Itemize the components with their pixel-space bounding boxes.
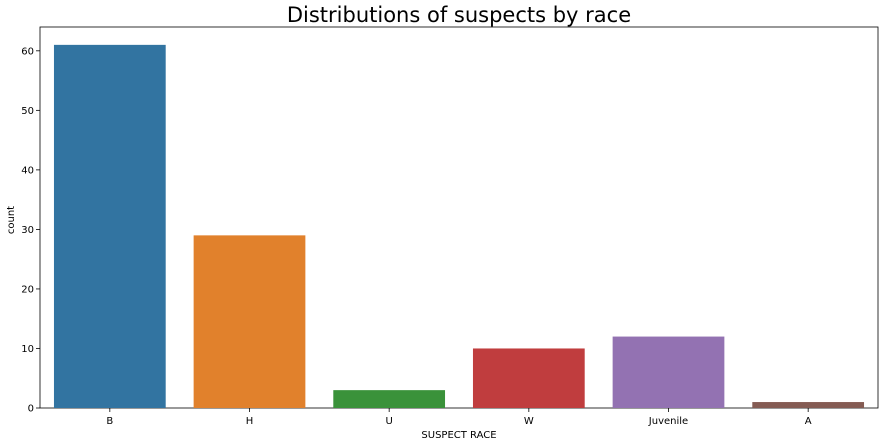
y-tick-label: 60 [21,46,34,57]
y-axis-label: count [6,206,17,234]
bar-h [193,235,306,408]
y-axis: 0 10 20 30 40 50 60 [21,46,40,415]
bar-a [752,402,865,408]
chart-title: Distributions of suspects by race [287,3,631,27]
x-axis-label: SUSPECT RACE [421,430,496,441]
plot-area [39,26,879,409]
bar-w [472,348,585,408]
y-tick-label: 0 [28,404,34,415]
x-tick-label: A [805,416,812,427]
bar-u [333,390,446,408]
bar-b [53,44,166,408]
y-tick-label: 20 [21,284,34,295]
bars [53,44,865,408]
y-tick-label: 50 [21,106,34,117]
x-tick-label: B [106,416,113,427]
y-tick-label: 30 [21,225,34,236]
y-tick-label: 40 [21,165,34,176]
x-tick-label: H [246,416,254,427]
x-tick-label: W [524,416,534,427]
plot-frame [39,26,879,409]
x-tick-label: Juvenile [648,416,688,427]
bar-juvenile [612,336,725,408]
x-tick-label: U [386,416,393,427]
y-tick-label: 10 [21,344,34,355]
x-axis: B H U W Juvenile A [106,408,812,427]
